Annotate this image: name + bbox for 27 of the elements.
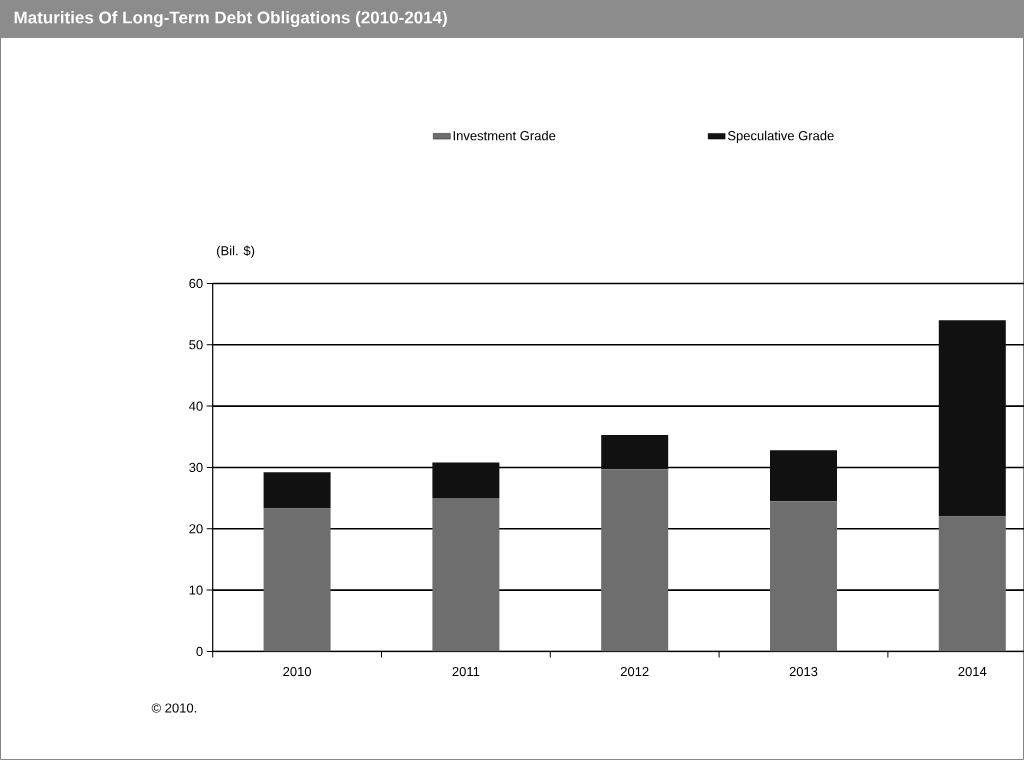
y-axis-title: (Bil. $) xyxy=(217,245,255,258)
x-tick-label: 2013 xyxy=(789,666,818,677)
y-tick-label: 60 xyxy=(189,278,203,289)
bar xyxy=(601,469,669,652)
bar xyxy=(601,434,669,470)
x-tick-label: 2011 xyxy=(452,666,480,677)
y-tick-label: 40 xyxy=(188,401,203,411)
legend-label: Speculative Grade xyxy=(727,130,834,143)
y-tick-label: 10 xyxy=(189,585,203,595)
text: © 2010. xyxy=(151,703,197,713)
bar xyxy=(938,516,1006,652)
x-tick-label: 2014 xyxy=(958,666,987,677)
bar xyxy=(769,450,837,502)
bar xyxy=(263,508,331,652)
bar xyxy=(769,501,837,652)
x-tick-label: 2012 xyxy=(620,666,649,677)
bar xyxy=(432,462,500,499)
chart-title: Maturities Of Long-Term Debt Obligations (2010-2014) xyxy=(14,11,447,27)
y-tick-label: 0 xyxy=(196,646,203,657)
y-tick-label: 20 xyxy=(189,524,203,534)
bar xyxy=(432,498,500,652)
y-tick-label: 30 xyxy=(189,462,203,473)
bar xyxy=(938,320,1006,517)
legend-label: Investment Grade xyxy=(453,130,556,141)
bar xyxy=(263,472,331,509)
x-tick-label: 2010 xyxy=(283,666,312,677)
y-tick-label: 50 xyxy=(189,340,203,350)
